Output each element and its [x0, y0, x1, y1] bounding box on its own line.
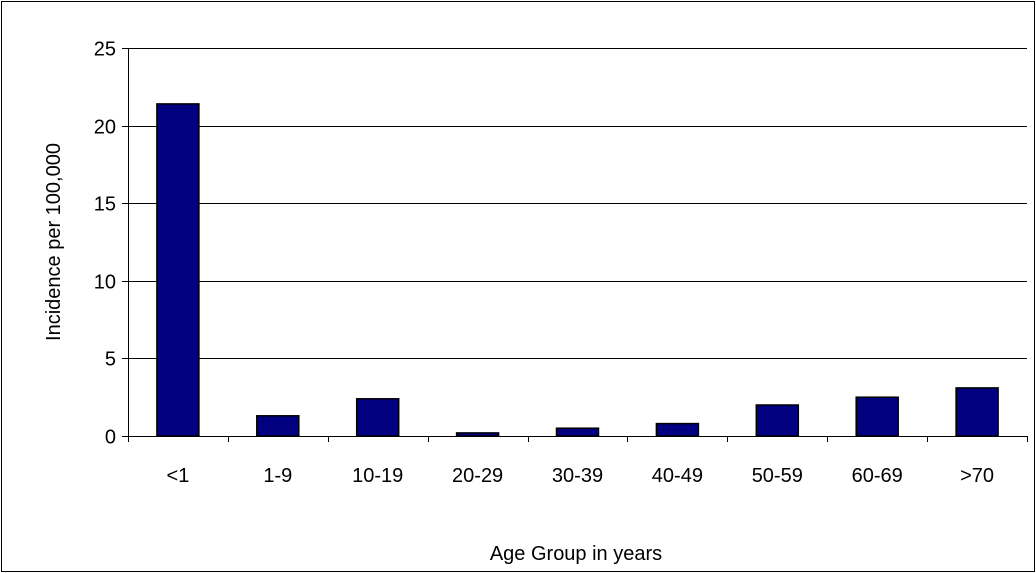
bar	[355, 398, 400, 437]
bar	[455, 432, 500, 437]
bar	[955, 387, 999, 437]
bars	[156, 103, 999, 437]
y-tick-label: 5	[105, 349, 116, 371]
bar	[655, 422, 700, 437]
x-tick-label: 60-69	[852, 465, 903, 487]
x-tick-label: <1	[167, 465, 190, 487]
y-tick-label: 15	[94, 194, 116, 216]
bar	[755, 404, 800, 437]
y-tick-label: 20	[94, 117, 116, 139]
x-tick-label: 20-29	[452, 465, 503, 487]
bar	[855, 396, 899, 437]
x-axis-title: Age Group in years	[490, 543, 662, 565]
x-tick-label: 40-49	[652, 465, 703, 487]
y-axis-title: Incidence per 100,000	[43, 143, 65, 341]
axes	[122, 48, 1028, 442]
bar	[555, 427, 600, 437]
gridlines	[128, 48, 1027, 359]
y-tick-label: 10	[94, 272, 116, 294]
bar	[256, 415, 300, 437]
y-tick-labels: 0 5 10 15 20 25	[94, 39, 116, 449]
x-tick-label: 30-39	[552, 465, 603, 487]
bar	[156, 103, 200, 437]
x-tick-label: 1-9	[263, 465, 292, 487]
x-tick-labels: <1 1-9 10-19 20-29 30-39 40-49 50-59 60-69 >70	[167, 465, 994, 487]
y-tick-label: 25	[94, 39, 116, 61]
x-tick-label: >70	[960, 465, 994, 487]
x-tick-label: 50-59	[752, 465, 803, 487]
y-tick-label: 0	[105, 427, 116, 449]
x-tick-label: 10-19	[352, 465, 403, 487]
